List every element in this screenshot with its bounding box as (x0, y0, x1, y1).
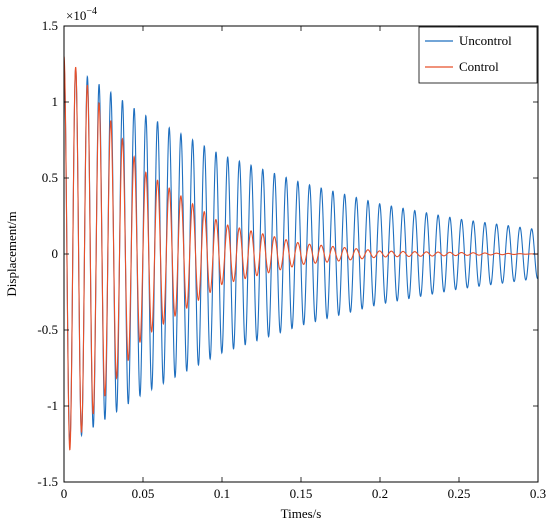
x-tick-label: 0 (61, 486, 68, 501)
y-tick-label: 0 (52, 246, 59, 261)
legend: Uncontrol Control (418, 26, 538, 84)
y-axis-label: Displacement/m (4, 211, 19, 296)
y-tick-label: -1.5 (37, 474, 58, 489)
x-tick-label: 0.25 (448, 486, 471, 501)
x-tick-label: 0.2 (372, 486, 388, 501)
y-axis: -1.5 -1 -0.5 0 0.5 1 1.5 (37, 18, 538, 489)
plot-area (64, 56, 538, 451)
x-tick-label: 0.15 (290, 486, 313, 501)
legend-label-control: Control (459, 59, 499, 74)
x-tick-label: 0.3 (530, 486, 546, 501)
y-axis-multiplier: ×10−4 (66, 6, 97, 23)
legend-box (418, 26, 538, 84)
x-tick-label: 0.05 (132, 486, 155, 501)
y-tick-label: 1 (52, 94, 59, 109)
legend-label-uncontrol: Uncontrol (459, 33, 512, 48)
series-line-control (64, 56, 538, 451)
x-axis: 0 0.05 0.1 0.15 0.2 0.25 0.3 (61, 26, 546, 501)
y-tick-label: -1 (47, 398, 58, 413)
x-axis-label: Times/s (281, 506, 322, 521)
x-tick-label: 0.1 (214, 486, 230, 501)
y-tick-label: -0.5 (37, 322, 58, 337)
y-tick-label: 1.5 (42, 18, 58, 33)
y-tick-label: 0.5 (42, 170, 58, 185)
